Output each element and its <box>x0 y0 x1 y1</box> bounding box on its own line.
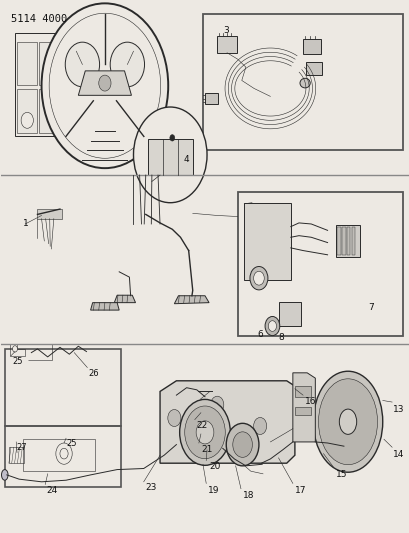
Text: 18: 18 <box>242 491 254 500</box>
Text: 26: 26 <box>88 368 99 377</box>
Bar <box>294 407 310 415</box>
Circle shape <box>110 42 144 87</box>
Text: 15: 15 <box>335 470 346 479</box>
Bar <box>341 227 345 255</box>
Circle shape <box>169 135 174 141</box>
Polygon shape <box>174 296 209 304</box>
Text: 14: 14 <box>392 450 403 459</box>
Bar <box>243 203 290 280</box>
Text: 17: 17 <box>294 486 306 495</box>
Bar <box>278 302 300 326</box>
Text: 3: 3 <box>223 26 229 35</box>
Bar <box>202 14 402 150</box>
Bar <box>351 227 355 255</box>
Circle shape <box>232 432 252 457</box>
Bar <box>39 90 58 133</box>
Circle shape <box>196 421 213 444</box>
Polygon shape <box>160 381 294 463</box>
Bar <box>302 39 321 54</box>
Text: 22: 22 <box>196 421 208 430</box>
Text: 4: 4 <box>183 155 189 164</box>
Bar <box>336 227 340 255</box>
Circle shape <box>226 423 258 466</box>
Polygon shape <box>114 295 135 303</box>
Text: 20: 20 <box>209 462 220 471</box>
Text: 13: 13 <box>392 405 403 414</box>
Bar <box>217 36 236 53</box>
Ellipse shape <box>339 409 356 434</box>
Circle shape <box>184 406 225 459</box>
Bar <box>237 192 402 336</box>
Circle shape <box>99 75 111 91</box>
Text: 7: 7 <box>368 303 373 312</box>
Text: 25: 25 <box>12 357 22 366</box>
Bar <box>346 227 350 255</box>
Circle shape <box>167 409 180 426</box>
Text: 25: 25 <box>67 439 77 448</box>
Circle shape <box>253 417 266 434</box>
Circle shape <box>267 321 276 332</box>
Polygon shape <box>78 71 131 95</box>
Ellipse shape <box>299 78 310 88</box>
Circle shape <box>65 42 99 87</box>
Bar <box>306 62 321 75</box>
Bar <box>9 447 24 463</box>
Bar <box>39 42 58 85</box>
Text: 8: 8 <box>278 333 283 342</box>
Circle shape <box>21 112 33 128</box>
Circle shape <box>265 317 279 336</box>
Text: 23: 23 <box>145 483 157 492</box>
Bar <box>5 349 121 426</box>
Bar <box>18 42 36 85</box>
Text: 16: 16 <box>304 397 316 406</box>
Circle shape <box>41 3 168 168</box>
Polygon shape <box>292 373 315 442</box>
Bar <box>294 386 310 397</box>
Ellipse shape <box>318 379 377 465</box>
Bar <box>15 33 62 136</box>
Circle shape <box>13 346 18 352</box>
Text: 21: 21 <box>200 445 212 454</box>
Circle shape <box>179 399 230 465</box>
Bar <box>5 426 121 487</box>
Ellipse shape <box>312 371 382 472</box>
Circle shape <box>249 266 267 290</box>
Text: 19: 19 <box>208 486 219 495</box>
Text: 27: 27 <box>16 443 27 452</box>
Bar <box>37 209 62 219</box>
Circle shape <box>49 13 160 158</box>
Bar <box>335 225 360 257</box>
Bar <box>147 139 192 175</box>
Text: 6: 6 <box>257 330 263 340</box>
Bar <box>23 439 94 471</box>
Polygon shape <box>90 303 119 310</box>
Circle shape <box>253 271 264 285</box>
Text: 5114 4000: 5114 4000 <box>11 14 67 24</box>
Bar <box>204 93 218 104</box>
Ellipse shape <box>2 470 8 480</box>
Text: 24: 24 <box>46 486 58 495</box>
Text: 1: 1 <box>23 219 29 228</box>
Circle shape <box>133 107 207 203</box>
Circle shape <box>210 396 223 413</box>
Bar <box>18 90 36 133</box>
